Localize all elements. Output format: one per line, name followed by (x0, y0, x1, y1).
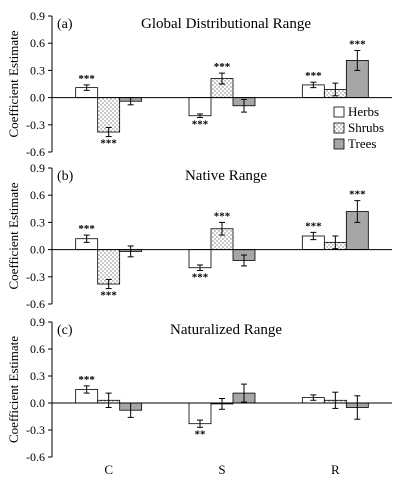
significance-label: ** (195, 428, 207, 440)
error-bar-herbs-r (310, 231, 317, 241)
error-bar-trees-s (241, 383, 247, 403)
error-bar-trees-s (241, 254, 247, 267)
panel-title: Naturalized Range (170, 322, 282, 338)
legend-label: Herbs (348, 104, 379, 119)
error-bar-shrubs-r (332, 82, 339, 97)
error-bar-herbs-c (83, 234, 90, 243)
y-axis-label: Coefficient Estimate (6, 30, 21, 137)
legend-swatch (333, 122, 345, 134)
panel-1: Coefficient Estimate -0.6 -0.3 0.0 0.3 0.6 0.9… (6, 9, 392, 159)
panel-label: (a) (57, 17, 73, 32)
legend-item-shrubs: Shrubs (333, 120, 384, 135)
error-bar-shrubs-r (332, 235, 339, 250)
y-tick-label: -0.3 (26, 270, 45, 284)
significance-label: *** (78, 223, 95, 235)
significance-label: *** (78, 374, 95, 386)
error-bar-shrubs-s (219, 398, 225, 410)
y-tick-label: 0.3 (30, 369, 45, 383)
y-tick-label: -0.3 (26, 423, 45, 437)
x-tick-label: S (218, 462, 225, 477)
error-bar-herbs-s (197, 264, 203, 271)
legend-item-trees: Trees (333, 136, 376, 151)
y-tick-label: -0.3 (26, 118, 45, 132)
bar-herbs-s (188, 97, 212, 117)
error-bar-shrubs-c (105, 392, 112, 408)
panel-label: (c) (57, 323, 73, 338)
error-bar-herbs-c (83, 385, 90, 394)
significance-label: *** (78, 73, 95, 85)
significance-label: *** (349, 38, 366, 50)
legend-swatch (333, 106, 345, 118)
y-tick-label: 0.6 (30, 36, 45, 50)
error-bar-herbs-r (310, 81, 317, 89)
y-tick-label: 0.3 (30, 215, 45, 229)
error-bar-herbs-c (83, 84, 90, 91)
error-bar-shrubs-s (219, 72, 225, 85)
significance-label: *** (349, 189, 366, 201)
y-tick-label: 0.6 (30, 342, 45, 356)
y-tick-label: 0.9 (30, 9, 45, 23)
legend-label: Shrubs (348, 120, 384, 135)
bar-shrubs-c (97, 249, 121, 285)
panel-3: Coefficient Estimate -0.6 -0.3 0.0 0.3 0.6 0.9… (6, 315, 392, 464)
significance-label: *** (192, 271, 209, 283)
y-tick-label: -0.6 (26, 297, 45, 311)
error-bar-trees-r (354, 49, 361, 71)
x-tick-label: C (104, 462, 113, 477)
error-bar-trees-r (354, 200, 361, 223)
y-tick-label: 0.9 (30, 161, 45, 175)
y-tick-label: 0.0 (30, 91, 45, 105)
y-tick-label: 0.0 (30, 243, 45, 257)
significance-label: *** (192, 119, 209, 131)
y-tick-label: 0.0 (30, 396, 45, 410)
legend-swatch (333, 138, 345, 150)
panel-2: Coefficient Estimate -0.6 -0.3 0.0 0.3 0.6 0.9… (6, 161, 392, 311)
legend-label: Trees (348, 136, 376, 151)
significance-label: *** (100, 290, 117, 302)
panel-label: (b) (57, 169, 74, 184)
error-bar-trees-r (354, 395, 361, 420)
error-bar-shrubs-c (105, 127, 112, 138)
y-tick-label: 0.9 (30, 315, 45, 329)
significance-label: *** (100, 138, 117, 150)
x-tick-label: R (331, 462, 340, 477)
error-bar-shrubs-r (332, 391, 339, 409)
error-bar-herbs-r (310, 394, 317, 401)
error-bar-trees-s (241, 98, 247, 113)
error-bar-shrubs-c (105, 279, 112, 290)
y-tick-label: 0.3 (30, 63, 45, 77)
significance-label: *** (305, 220, 322, 232)
significance-label: *** (214, 210, 231, 222)
y-tick-label: -0.6 (26, 450, 45, 464)
error-bar-herbs-s (197, 419, 203, 428)
error-bar-trees-c (127, 245, 134, 258)
bar-shrubs-c (97, 97, 121, 133)
y-tick-label: -0.6 (26, 145, 45, 159)
panel-title: Native Range (185, 168, 267, 184)
significance-label: *** (214, 61, 231, 73)
y-axis-label: Coefficient Estimate (6, 336, 21, 443)
significance-label: *** (305, 70, 322, 82)
y-tick-label: 0.6 (30, 188, 45, 202)
y-axis-label: Coefficient Estimate (6, 182, 21, 289)
error-bar-herbs-s (197, 113, 203, 119)
error-bar-shrubs-s (219, 221, 225, 236)
panel-title: Global Distributional Range (141, 16, 311, 32)
legend-item-herbs: Herbs (333, 104, 379, 119)
